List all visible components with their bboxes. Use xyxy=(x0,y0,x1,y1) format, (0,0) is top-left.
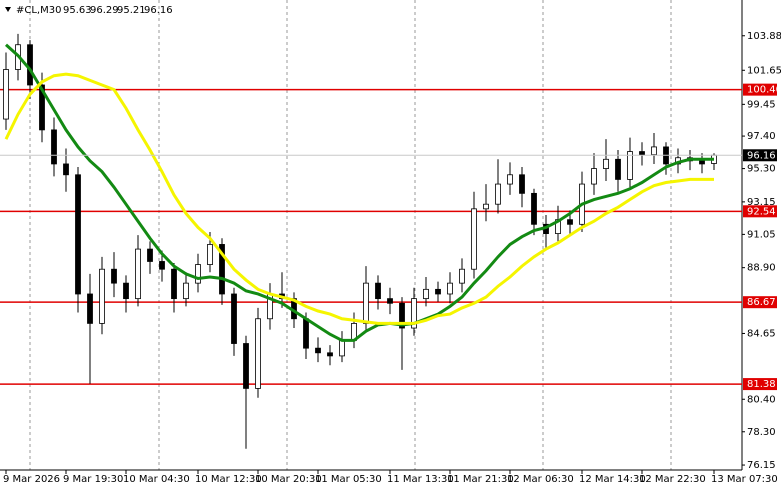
level-label: 81.38 xyxy=(747,379,776,390)
x-tick-label: 10 Mar 12:30 xyxy=(195,474,262,485)
level-label-box xyxy=(743,296,777,309)
y-tick-label: 101.65 xyxy=(747,65,781,76)
candle-body xyxy=(519,174,525,194)
candle-body xyxy=(375,282,381,300)
level-label-box xyxy=(743,205,777,218)
candle-body xyxy=(339,340,345,357)
x-tick-label: 11 Mar 13:30 xyxy=(387,474,454,485)
header-icon xyxy=(5,7,11,12)
level-label-box xyxy=(743,378,777,391)
candle-body xyxy=(39,84,45,131)
level-label: 86.67 xyxy=(747,297,776,308)
candle-body xyxy=(207,244,213,265)
y-tick-label: 91.05 xyxy=(747,229,776,240)
candle-body xyxy=(459,268,465,284)
candle-body xyxy=(603,158,609,169)
candle-body xyxy=(591,168,597,185)
y-tick-label: 80.40 xyxy=(747,394,776,405)
x-tick-label: 12 Mar 22:30 xyxy=(639,474,706,485)
ohlc-value: 96.16 xyxy=(144,5,173,16)
candle-body xyxy=(315,347,321,354)
x-tick-label: 11 Mar 05:30 xyxy=(315,474,382,485)
day-separators xyxy=(29,0,672,470)
ohlc-value: 96.29 xyxy=(90,5,119,16)
candle-body xyxy=(447,282,453,295)
x-tick-label: 12 Mar 06:30 xyxy=(507,474,574,485)
candle-body xyxy=(75,174,81,295)
candle-body xyxy=(27,44,33,86)
current-price-label: 96.16 xyxy=(747,150,776,161)
candle-body xyxy=(303,318,309,349)
x-tick-label: 9 Mar 2026 xyxy=(3,474,60,485)
candle-body xyxy=(411,298,417,329)
level-label-box xyxy=(743,83,777,96)
candle-body xyxy=(387,298,393,304)
candle-body xyxy=(567,219,573,225)
candle-body xyxy=(183,282,189,300)
level-label: 100.40 xyxy=(747,85,781,96)
candle-body xyxy=(327,352,333,357)
level-label: 92.54 xyxy=(747,206,776,217)
candle-body xyxy=(219,244,225,295)
y-tick-label: 78.30 xyxy=(747,427,776,438)
y-tick-label: 76.15 xyxy=(747,460,776,471)
moving-average xyxy=(4,43,714,342)
y-tick-label: 95.30 xyxy=(747,164,776,175)
candle-body xyxy=(423,288,429,300)
candle-body xyxy=(243,343,249,389)
candle-body xyxy=(639,151,645,156)
candle-body xyxy=(615,158,621,180)
y-tick-label: 103.88 xyxy=(747,31,781,42)
ohlc-value: 95.21 xyxy=(117,5,146,16)
candle-body xyxy=(159,261,165,270)
candle-body xyxy=(507,174,513,185)
y-tick-label: 99.45 xyxy=(747,99,776,110)
candle-body xyxy=(399,302,405,329)
candle-body xyxy=(3,69,9,120)
candle-body xyxy=(231,293,237,344)
candle-body xyxy=(195,264,201,284)
candle-body xyxy=(471,208,477,270)
y-tick-label: 93.15 xyxy=(747,197,776,208)
y-tick-label: 97.40 xyxy=(747,131,776,142)
candle-body xyxy=(495,183,501,205)
candle-body xyxy=(99,268,105,324)
x-tick-label: 11 Mar 21:30 xyxy=(447,474,514,485)
candle-body xyxy=(435,288,441,295)
candle-body xyxy=(87,293,93,324)
y-tick-label: 88.90 xyxy=(747,263,776,274)
candle-body xyxy=(135,248,141,300)
candle-body xyxy=(255,318,261,389)
candle-body xyxy=(651,146,657,156)
candle-body xyxy=(531,192,537,225)
symbol: #CL,M30 xyxy=(16,5,61,16)
x-tick-label: 10 Mar 04:30 xyxy=(123,474,190,485)
candle-body xyxy=(51,129,57,165)
candle-body xyxy=(123,282,129,300)
moving-average xyxy=(4,72,714,325)
ohlc-value: 95.63 xyxy=(63,5,92,16)
candle-body xyxy=(363,282,369,324)
x-tick-label: 10 Mar 20:30 xyxy=(255,474,322,485)
x-tick-label: 12 Mar 14:30 xyxy=(579,474,646,485)
candle-body xyxy=(483,203,489,210)
candle-body xyxy=(627,151,633,180)
current-price-box xyxy=(743,149,777,162)
candle-body xyxy=(171,268,177,300)
candle-body xyxy=(63,163,69,176)
candle-body xyxy=(111,268,117,284)
candle-body xyxy=(699,160,705,165)
x-tick-label: 9 Mar 19:30 xyxy=(63,474,123,485)
y-tick-label: 84.65 xyxy=(747,328,776,339)
candle-body xyxy=(147,248,153,262)
x-tick-label: 13 Mar 07:30 xyxy=(711,474,778,485)
